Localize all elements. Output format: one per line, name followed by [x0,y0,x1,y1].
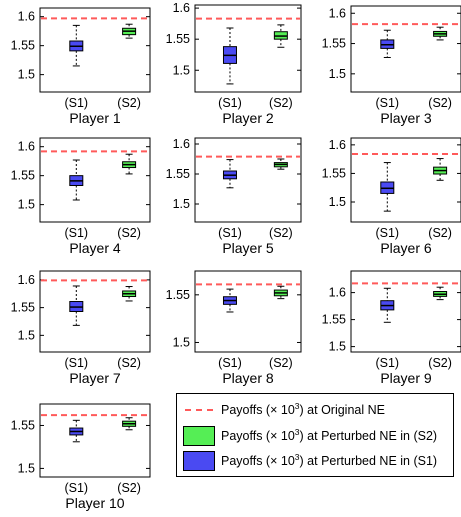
axes-frame [39,137,151,223]
x-tick-label: (S1) [64,96,88,110]
x-tick-label: (S2) [117,226,141,240]
y-tick-label: 1.55 [11,39,35,53]
panel-player-4: 1.5 1.55 1.6 (S1) (S2)Player 4 [11,137,151,256]
panel-title: Player 4 [69,240,121,256]
x-tick-label: (S1) [218,356,242,370]
x-tick-label: (S1) [64,481,88,495]
y-tick-label: 1.55 [322,313,346,327]
x-tick-label: (S1) [218,226,242,240]
y-tick-label: 1.55 [166,32,190,46]
panel-player-10: 1.5 1.55 (S1) (S2)Player 10 [11,403,151,511]
y-tick-label: 1.5 [173,335,190,349]
axes-frame [39,403,151,478]
legend-swatch-original-line [183,400,215,420]
y-tick-label: 1.55 [166,167,190,181]
panel-player-1: 1.5 1.55 1.6 (S1) (S2)Player 1 [11,7,151,126]
y-tick-label: 1.6 [18,140,35,154]
x-tick-label: (S1) [64,226,88,240]
x-tick-label: (S1) [64,356,88,370]
legend-swatch-s2 [183,426,215,446]
panel-title: Player 10 [65,495,124,511]
y-tick-label: 1.5 [18,328,35,342]
axes-frame [194,4,302,93]
panel-title: Player 3 [380,110,432,126]
y-tick-label: 1.5 [329,67,346,81]
legend-label-original: Payoffs (× 103) at Original NE [221,400,385,417]
y-tick-label: 1.6 [18,273,35,287]
x-tick-label: (S2) [428,226,452,240]
panel-title: Player 2 [222,110,274,126]
y-tick-label: 1.5 [18,461,35,475]
panel-title: Player 7 [69,370,121,386]
x-tick-label: (S2) [117,356,141,370]
axes-frame [39,270,151,353]
legend-swatch-s1 [183,451,215,471]
y-tick-label: 1.55 [11,301,35,315]
panel-player-7: 1.5 1.55 1.6 (S1) (S2)Player 7 [11,270,151,386]
x-tick-label: (S2) [117,96,141,110]
y-tick-label: 1.6 [329,138,346,152]
panel-player-5: 1.5 1.55 1.6 (S1) (S2)Player 5 [166,137,302,256]
x-tick-label: (S1) [375,96,399,110]
legend: Payoffs (× 103) at Original NE Payoffs (… [176,393,454,477]
panel-player-8: 1.5 1.55 (S1) (S2)Player 8 [166,270,302,386]
y-tick-label: 1.6 [18,10,35,24]
legend-label-s2: Payoffs (× 103) at Perturbed NE in (S2) [221,426,438,443]
legend-label-s1: Payoffs (× 103) at Perturbed NE in (S1) [221,451,438,468]
x-tick-label: (S1) [375,356,399,370]
y-tick-label: 1.55 [322,37,346,51]
x-tick-label: (S2) [428,96,452,110]
axes-frame [350,137,461,223]
y-tick-label: 1.55 [11,169,35,183]
panel-title: Player 8 [222,370,274,386]
x-tick-label: (S1) [218,96,242,110]
panel-player-6: 1.5 1.55 1.6 (S1) (S2)Player 6 [322,137,461,256]
legend-item-s1: Payoffs (× 103) at Perturbed NE in (S1) [183,450,437,472]
x-tick-label: (S2) [269,356,293,370]
axes-frame [350,5,461,93]
y-tick-label: 1.55 [322,166,346,180]
y-tick-label: 1.5 [18,198,35,212]
x-tick-label: (S2) [269,226,293,240]
legend-item-original: Payoffs (× 103) at Original NE [183,399,385,421]
axes-frame [350,270,461,353]
y-tick-label: 1.5 [173,63,190,77]
axes-frame [39,7,151,93]
y-tick-label: 1.6 [329,286,346,300]
y-tick-label: 1.6 [173,1,190,15]
panel-title: Player 9 [380,370,432,386]
panel-player-3: 1.5 1.55 1.6 (S1) (S2)Player 3 [322,5,461,126]
x-tick-label: (S2) [269,96,293,110]
panel-player-2: 1.5 1.55 1.6 (S1) (S2)Player 2 [166,1,302,126]
panel-title: Player 1 [69,110,121,126]
y-tick-label: 1.6 [329,6,346,20]
axes-frame [194,137,302,223]
y-tick-label: 1.55 [11,418,35,432]
x-tick-label: (S2) [428,356,452,370]
panel-player-9: 1.5 1.55 1.6 (S1) (S2)Player 9 [322,270,461,386]
legend-item-s2: Payoffs (× 103) at Perturbed NE in (S2) [183,425,437,447]
panel-title: Player 5 [222,240,274,256]
y-tick-label: 1.55 [166,288,190,302]
y-tick-label: 1.5 [329,195,346,209]
x-tick-label: (S1) [375,226,399,240]
panel-title: Player 6 [380,240,432,256]
y-tick-label: 1.6 [173,137,190,151]
x-tick-label: (S2) [117,481,141,495]
y-tick-label: 1.5 [329,340,346,354]
y-tick-label: 1.5 [18,68,35,82]
y-tick-label: 1.5 [173,197,190,211]
axes-frame [194,270,302,353]
